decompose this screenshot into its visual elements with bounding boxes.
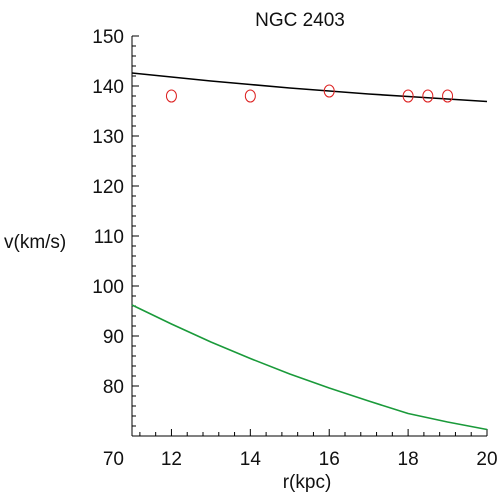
- x-tick-label: 20: [476, 449, 497, 470]
- data-point-marker: [165, 89, 177, 103]
- x-axis-label: r(kpc): [283, 472, 332, 493]
- x-tick-label: 18: [398, 449, 419, 470]
- y-tick-label: 100: [92, 277, 124, 298]
- x-tick-label: 14: [240, 449, 262, 470]
- series-line-1: [131, 304, 488, 431]
- y-tick-label: 70: [103, 449, 124, 470]
- y-tick-label: 150: [92, 27, 124, 48]
- x-tick-label: 16: [319, 449, 340, 470]
- y-tick-label: 130: [92, 127, 124, 148]
- data-point-marker: [244, 89, 256, 103]
- data-point-marker: [442, 89, 454, 103]
- data-point-marker: [402, 89, 414, 103]
- x-tick-label: 12: [161, 449, 182, 470]
- data-point-marker: [422, 89, 434, 103]
- data-point-marker: [323, 84, 335, 98]
- plot-series: [131, 72, 488, 431]
- chart-title: NGC 2403: [255, 10, 345, 31]
- axes: 80 90 100 110 120 130 140 150 12 14 16 18 20 70: [92, 27, 497, 470]
- y-tick-label: 140: [92, 77, 124, 98]
- y-tick-label: 110: [94, 227, 124, 248]
- series-line-0: [131, 72, 488, 103]
- y-tick-label: 120: [92, 177, 124, 198]
- y-tick-label: 90: [103, 327, 124, 348]
- y-tick-label: 80: [103, 377, 124, 398]
- y-axis-label: v(km/s): [4, 232, 66, 253]
